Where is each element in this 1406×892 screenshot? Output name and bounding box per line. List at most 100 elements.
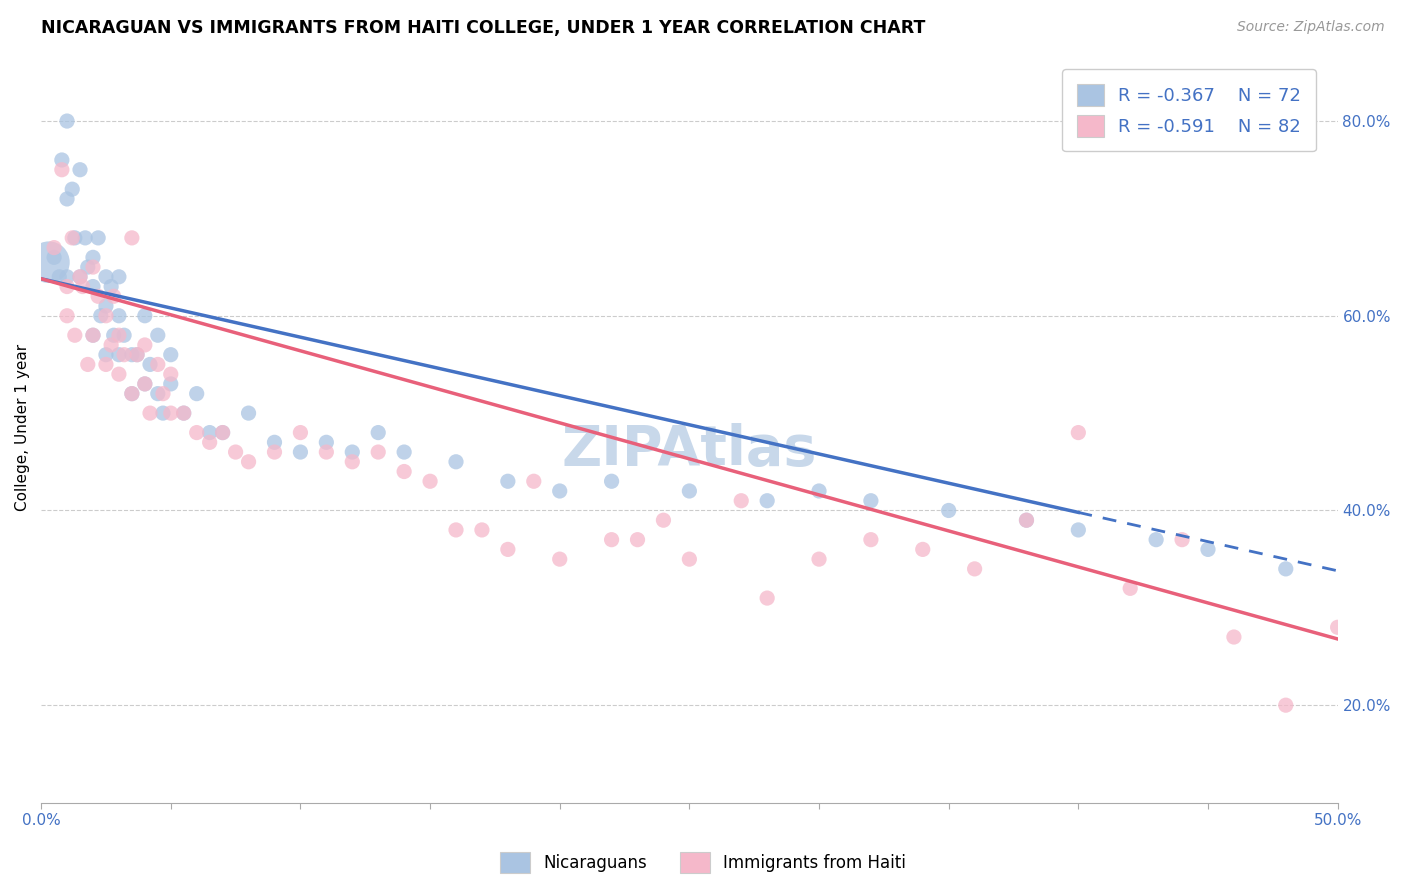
Point (75, 231, 97, 245)
Point (94, 348, 117, 362)
Point (108, 309, 131, 323)
Legend: R = -0.367    N = 72, R = -0.591    N = 82: R = -0.367 N = 72, R = -0.591 N = 82 (1063, 70, 1316, 152)
Point (63, 231, 86, 245)
Point (496, 475, 519, 489)
Point (159, 367, 181, 381)
Point (82, 328, 104, 343)
Point (108, 269, 131, 284)
Point (392, 445, 415, 459)
Point (51, 153, 73, 167)
Point (125, 348, 148, 362)
Point (652, 513, 675, 527)
Point (139, 406, 162, 420)
Point (56, 279, 79, 293)
Point (69, 269, 91, 284)
Point (51, 162, 73, 177)
Point (678, 483, 700, 498)
Point (198, 435, 221, 450)
Point (38, 255, 60, 269)
Legend: Nicaraguans, Immigrants from Haiti: Nicaraguans, Immigrants from Haiti (494, 846, 912, 880)
Point (121, 231, 143, 245)
Point (159, 376, 181, 391)
Point (444, 523, 467, 537)
Point (392, 465, 415, 479)
Point (938, 503, 960, 517)
Point (342, 445, 364, 459)
Point (1274, 562, 1296, 576)
Point (315, 445, 337, 459)
Point (808, 483, 831, 498)
Point (290, 445, 312, 459)
Point (87, 289, 110, 303)
Point (600, 475, 623, 489)
Point (290, 425, 312, 440)
Point (1197, 542, 1219, 557)
Point (756, 591, 779, 605)
Point (112, 328, 135, 343)
Point (146, 328, 169, 343)
Point (1223, 630, 1246, 644)
Point (342, 455, 364, 469)
Point (134, 376, 156, 391)
Text: NICARAGUAN VS IMMIGRANTS FROM HAITI COLLEGE, UNDER 1 YEAR CORRELATION CHART: NICARAGUAN VS IMMIGRANTS FROM HAITI COLL… (41, 20, 925, 37)
Point (94, 299, 117, 313)
Point (1144, 533, 1167, 547)
Point (42, 251, 65, 265)
Point (444, 455, 467, 469)
Point (48, 269, 70, 284)
Point (263, 435, 285, 450)
Point (94, 269, 117, 284)
Point (678, 552, 700, 566)
Point (1015, 513, 1038, 527)
Point (100, 279, 122, 293)
Point (42, 241, 65, 255)
Point (419, 475, 441, 489)
Point (211, 425, 233, 440)
Point (56, 269, 79, 284)
Point (108, 328, 131, 343)
Point (173, 406, 195, 420)
Point (94, 309, 117, 323)
Point (911, 542, 934, 557)
Point (756, 493, 779, 508)
Point (60, 182, 83, 196)
Point (69, 162, 91, 177)
Point (263, 445, 285, 459)
Point (121, 386, 143, 401)
Y-axis label: College, Under 1 year: College, Under 1 year (15, 344, 30, 511)
Text: Source: ZipAtlas.com: Source: ZipAtlas.com (1237, 20, 1385, 34)
Point (139, 358, 162, 372)
Point (103, 289, 125, 303)
Point (82, 260, 104, 274)
Point (108, 367, 131, 381)
Point (1015, 513, 1038, 527)
Point (1067, 523, 1090, 537)
Point (60, 231, 83, 245)
Point (56, 114, 79, 128)
Point (523, 475, 546, 489)
Point (367, 425, 389, 440)
Point (134, 309, 156, 323)
Point (69, 269, 91, 284)
Point (76, 260, 98, 274)
Point (1326, 620, 1348, 634)
Point (211, 425, 233, 440)
Point (238, 406, 260, 420)
Point (315, 435, 337, 450)
Point (152, 406, 174, 420)
Point (600, 533, 623, 547)
Point (548, 483, 571, 498)
Point (1274, 698, 1296, 713)
Point (82, 251, 104, 265)
Point (108, 348, 131, 362)
Point (548, 552, 571, 566)
Point (76, 358, 98, 372)
Text: ZIPAtlas: ZIPAtlas (561, 423, 817, 477)
Point (90, 309, 112, 323)
Point (367, 445, 389, 459)
Point (198, 425, 221, 440)
Point (63, 328, 86, 343)
Point (159, 406, 181, 420)
Point (56, 309, 79, 323)
Point (82, 279, 104, 293)
